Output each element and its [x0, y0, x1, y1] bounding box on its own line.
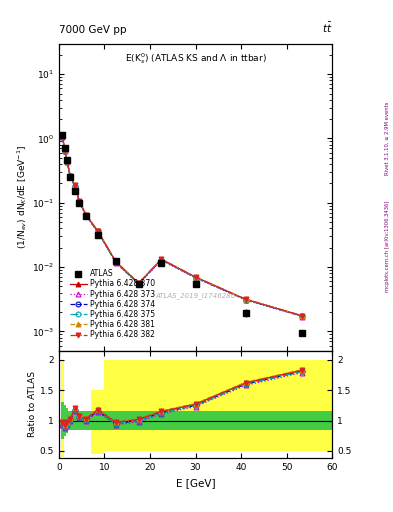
Legend: ATLAS, Pythia 6.428 370, Pythia 6.428 373, Pythia 6.428 374, Pythia 6.428 375, P: ATLAS, Pythia 6.428 370, Pythia 6.428 37… [68, 268, 157, 341]
Text: E(K$^0_s$) (ATLAS KS and $\Lambda$ in ttbar): E(K$^0_s$) (ATLAS KS and $\Lambda$ in tt… [125, 51, 266, 66]
Text: 7000 GeV pp: 7000 GeV pp [59, 25, 127, 35]
Y-axis label: (1/N$_{ev}$) dN$_K$/dE [GeV$^{-1}$]: (1/N$_{ev}$) dN$_K$/dE [GeV$^{-1}$] [15, 145, 29, 249]
Text: ATLAS_2019_I1746286: ATLAS_2019_I1746286 [155, 292, 236, 299]
Text: mcplots.cern.ch [arXiv:1306.3436]: mcplots.cern.ch [arXiv:1306.3436] [385, 200, 390, 291]
Text: $t\bar{t}$: $t\bar{t}$ [321, 20, 332, 35]
Text: Rivet 3.1.10, ≥ 2.9M events: Rivet 3.1.10, ≥ 2.9M events [385, 101, 390, 175]
Y-axis label: Ratio to ATLAS: Ratio to ATLAS [28, 372, 37, 437]
X-axis label: E [GeV]: E [GeV] [176, 478, 215, 487]
